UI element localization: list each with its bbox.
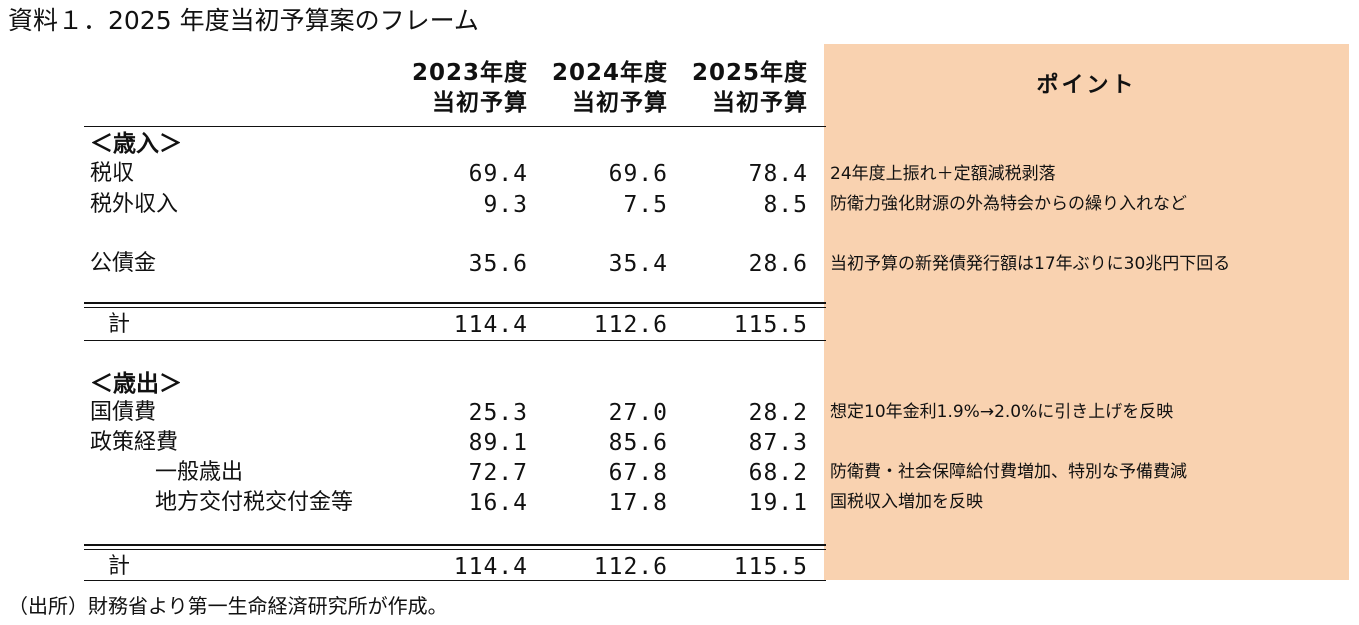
total-double-line-top (84, 302, 826, 304)
value-2023: 89.1 (468, 430, 528, 456)
row-label: 国債費 (90, 400, 157, 425)
point-note: 当初予算の新発債発行額は17年ぶりに30兆円下回る (830, 254, 1231, 274)
total-2023: 114.4 (453, 554, 528, 580)
value-2023: 9.3 (483, 192, 528, 218)
value-2023: 25.3 (468, 400, 528, 426)
total-2023: 114.4 (453, 312, 528, 338)
point-note: 防衛力強化財源の外為特会からの繰り入れなど (830, 194, 1187, 214)
point-note: 想定10年金利1.9%→2.0%に引き上げを反映 (830, 402, 1174, 422)
value-2023: 72.7 (468, 460, 528, 486)
value-2024: 69.6 (608, 161, 668, 187)
expenditure-section-label: ＜歳出＞ (90, 371, 182, 397)
total-2025: 115.5 (733, 554, 808, 580)
value-2024: 7.5 (623, 192, 668, 218)
value-2023: 69.4 (468, 161, 528, 187)
value-2025: 78.4 (748, 161, 808, 187)
value-2025: 8.5 (763, 192, 808, 218)
value-2025: 28.2 (748, 400, 808, 426)
row-label: 公債金 (90, 251, 157, 276)
source-note: （出所）財務省より第一生命経済研究所が作成。 (8, 594, 448, 618)
header-divider (84, 126, 826, 127)
header-2024-label: 当初予算 (572, 90, 668, 116)
value-2024: 17.8 (608, 490, 668, 516)
total-underline (84, 340, 826, 341)
value-2025: 68.2 (748, 460, 808, 486)
total-label: 計 (108, 554, 131, 579)
value-2024: 67.8 (608, 460, 668, 486)
total-label: 計 (108, 312, 131, 337)
revenue-section-label: ＜歳入＞ (90, 131, 182, 157)
point-note: 国税収入増加を反映 (830, 492, 983, 512)
row-label: 地方交付税交付金等 (155, 490, 354, 515)
header-2025-year: 2025年度 (691, 60, 808, 86)
value-2024: 27.0 (608, 400, 668, 426)
row-label: 政策経費 (90, 430, 179, 455)
value-2025: 28.6 (748, 251, 808, 277)
row-label: 税外収入 (90, 192, 179, 217)
row-label: 税収 (90, 161, 135, 186)
header-2024-year: 2024年度 (551, 60, 668, 86)
value-2024: 85.6 (608, 430, 668, 456)
value-2024: 35.4 (608, 251, 668, 277)
total-2024: 112.6 (593, 554, 668, 580)
total-double-line-top (84, 544, 826, 546)
total-underline (84, 580, 826, 581)
header-2023-year: 2023年度 (411, 60, 528, 86)
point-note: 24年度上振れ＋定額減税剥落 (830, 164, 1056, 184)
document-title: 資料１．2025 年度当初予算案のフレーム (8, 6, 479, 35)
total-2024: 112.6 (593, 312, 668, 338)
total-2025: 115.5 (733, 312, 808, 338)
header-2023-label: 当初予算 (432, 90, 528, 116)
value-2023: 35.6 (468, 251, 528, 277)
value-2025: 19.1 (748, 490, 808, 516)
point-column-header: ポイント (1036, 73, 1137, 98)
value-2025: 87.3 (748, 430, 808, 456)
header-2025-label: 当初予算 (712, 90, 808, 116)
total-double-line-bottom (84, 549, 826, 550)
value-2023: 16.4 (468, 490, 528, 516)
total-double-line-bottom (84, 307, 826, 308)
point-note: 防衛費・社会保障給付費増加、特別な予備費減 (830, 462, 1187, 482)
row-label: 一般歳出 (155, 460, 244, 485)
point-column-panel (824, 44, 1349, 580)
